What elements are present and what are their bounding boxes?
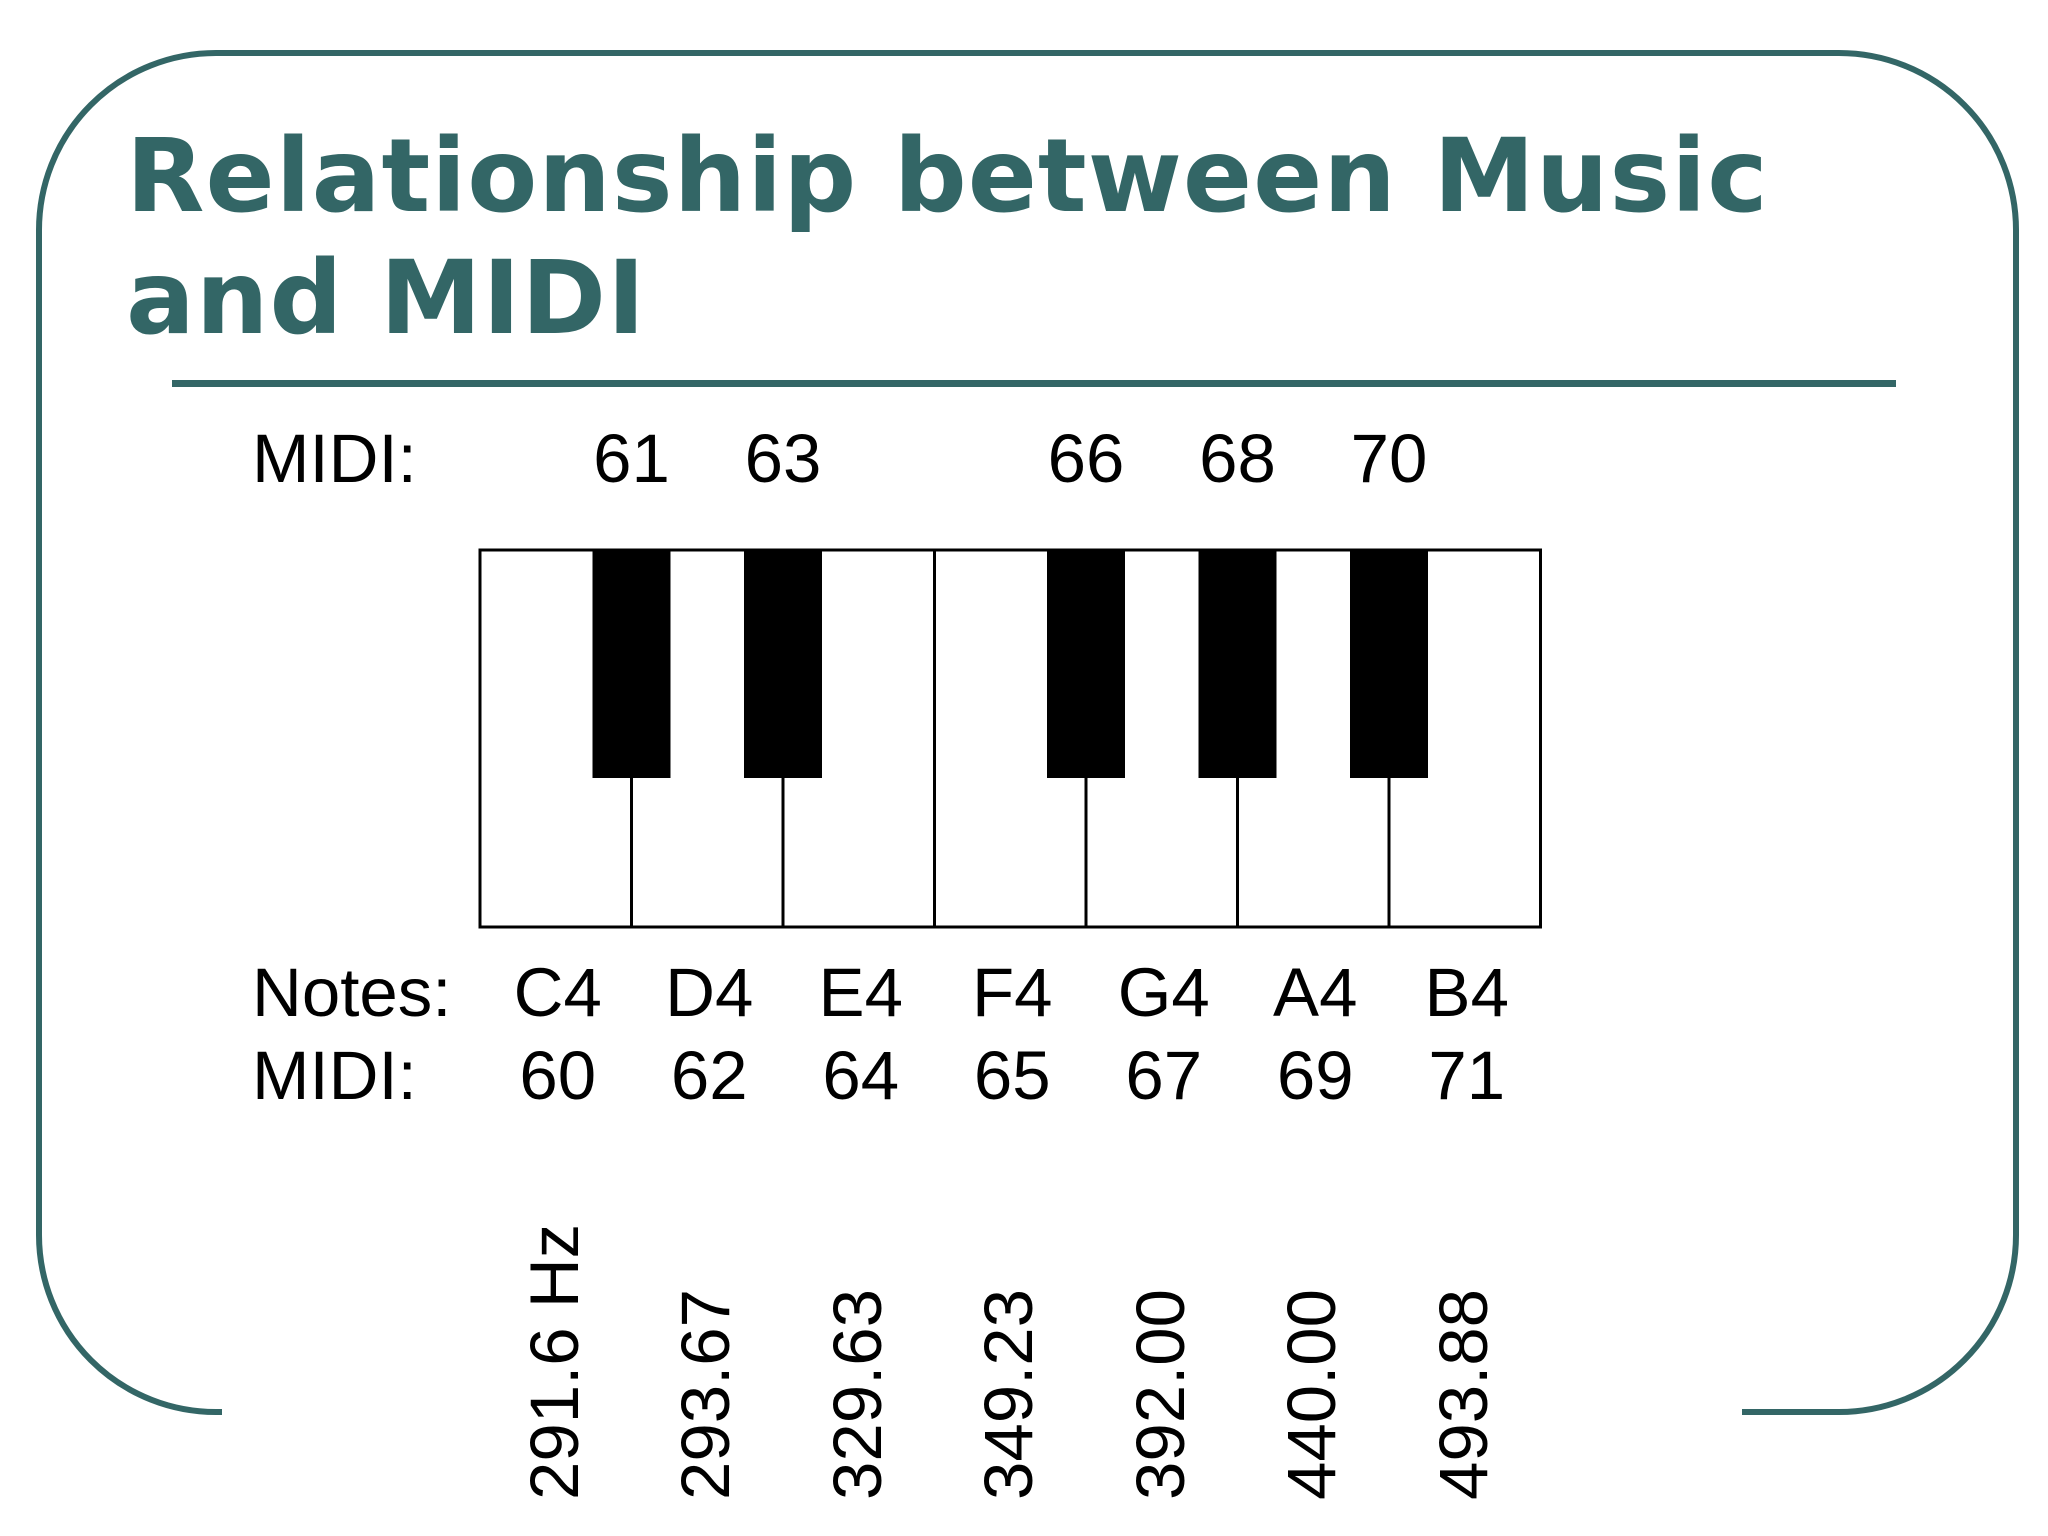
black-key-midi-70: 70	[1350, 420, 1428, 497]
title-line-2: and MIDI	[126, 239, 647, 358]
white-key-midi-69: 69	[1276, 1037, 1354, 1114]
note-label-g4: G4	[1117, 954, 1210, 1031]
white-key-midi-62: 62	[670, 1037, 748, 1114]
black-key-midi-66: 66	[1047, 420, 1125, 497]
white-key-midi-71: 71	[1428, 1037, 1506, 1114]
frequency-label-c4: 291.6 Hz	[515, 1223, 593, 1500]
white-key-midi-65: 65	[973, 1037, 1051, 1114]
black-key-68[interactable]	[1198, 550, 1277, 778]
title-line-1: Relationship between Music	[126, 117, 1769, 236]
black-key-midi-63: 63	[744, 420, 822, 497]
frequency-label-f4: 349.23	[970, 1288, 1048, 1500]
black-key-66[interactable]	[1047, 550, 1125, 778]
black-key-63[interactable]	[744, 550, 822, 778]
note-label-d4: D4	[665, 954, 754, 1031]
white-key-midi-67: 67	[1125, 1037, 1203, 1114]
black-key-61[interactable]	[592, 550, 671, 778]
frequency-label-a4: 440.00	[1273, 1288, 1351, 1500]
black-key-midi-61: 61	[593, 420, 670, 497]
black-midi-label: MIDI:	[252, 420, 417, 497]
note-label-e4: E4	[818, 954, 903, 1031]
notes-label: Notes:	[252, 954, 452, 1031]
frequency-label-e4: 329.63	[818, 1288, 896, 1500]
white-key-midi-64: 64	[822, 1037, 900, 1114]
note-label-f4: F4	[971, 954, 1053, 1031]
frequency-label-b4: 493.88	[1424, 1288, 1502, 1500]
black-key-midi-68: 68	[1199, 420, 1276, 497]
note-label-b4: B4	[1424, 954, 1509, 1031]
white-midi-label: MIDI:	[252, 1037, 417, 1114]
slide-title: Relationship between Music and MIDI	[126, 116, 1826, 360]
note-label-c4: C4	[513, 954, 602, 1031]
black-key-70[interactable]	[1350, 550, 1428, 778]
frame-gap	[222, 1395, 1742, 1435]
title-underline	[172, 380, 1896, 387]
frequency-label-g4: 392.00	[1121, 1288, 1199, 1500]
note-label-a4: A4	[1273, 954, 1358, 1031]
white-key-midi-60: 60	[519, 1037, 597, 1114]
frequency-label-d4: 293.67	[667, 1288, 745, 1500]
